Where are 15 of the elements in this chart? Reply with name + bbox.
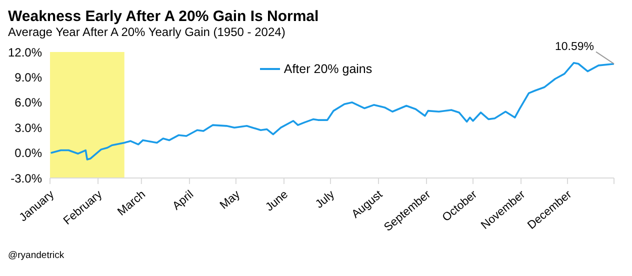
y-tick-label: 3.0% bbox=[14, 120, 42, 135]
line-series bbox=[50, 62, 614, 160]
x-tick-label: June bbox=[264, 188, 291, 214]
x-tick-label: May bbox=[218, 188, 243, 212]
annotation: 10.59% bbox=[554, 40, 594, 53]
x-tick-label: July bbox=[314, 188, 338, 211]
legend-label: After 20% gains bbox=[284, 62, 372, 76]
y-tick-label: 12.0% bbox=[8, 45, 42, 60]
y-tick-label: 9.0% bbox=[14, 70, 42, 84]
y-tick-label: 6.0% bbox=[14, 96, 42, 110]
text: @ryandetrick bbox=[8, 250, 66, 262]
y-tick-label: 0.0% bbox=[14, 146, 42, 160]
chart-title: Weakness Early After A 20% Gain Is Normal bbox=[8, 8, 320, 25]
chart-subtitle: Average Year After A 20% Yearly Gain (1950 - 2024) bbox=[8, 25, 286, 40]
y-tick-label: -3.0% bbox=[10, 171, 42, 186]
